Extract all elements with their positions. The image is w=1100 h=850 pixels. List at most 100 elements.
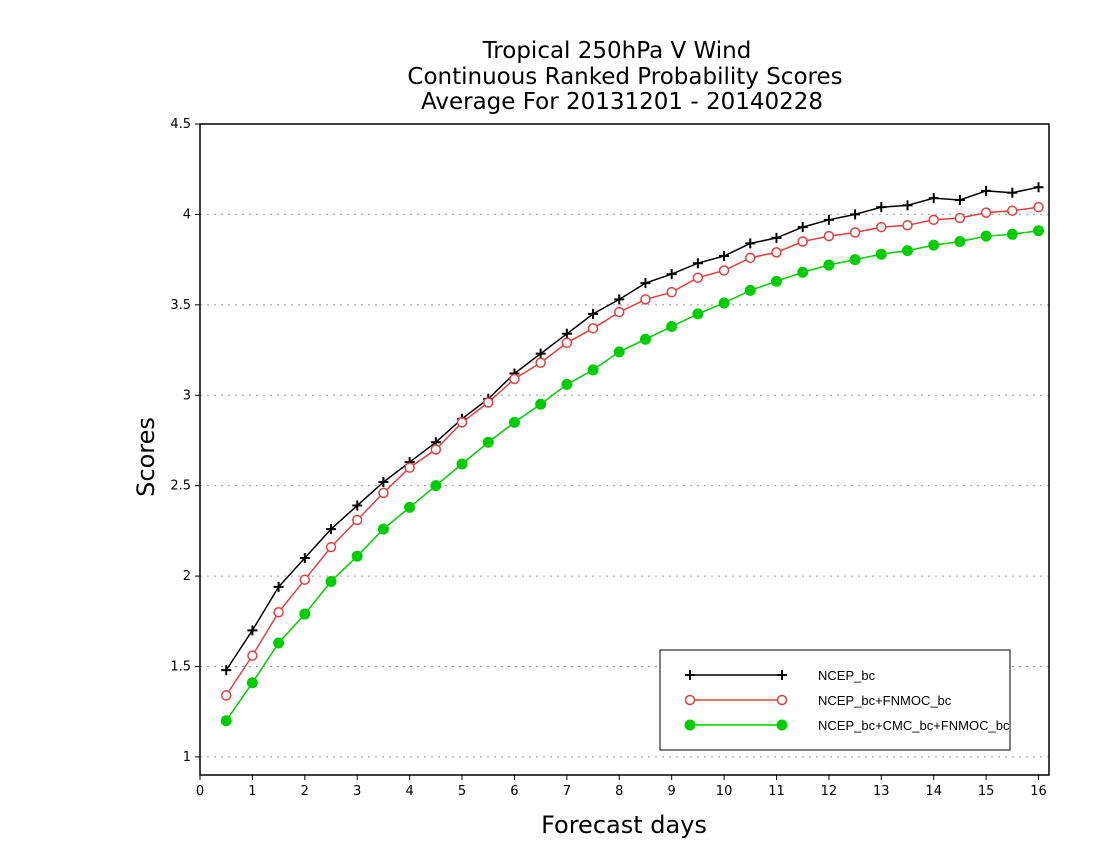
data-point [247, 625, 258, 636]
data-point [770, 275, 782, 287]
y-tick-label: 3 [183, 388, 191, 403]
data-point [535, 348, 546, 359]
data-point [954, 236, 966, 248]
y-tick-label: 1.5 [170, 660, 191, 675]
x-tick-label: 12 [821, 784, 838, 799]
data-point [614, 306, 625, 318]
data-point [430, 444, 442, 455]
series-line [225, 186, 1039, 671]
data-point [325, 576, 337, 588]
data-point [928, 239, 940, 251]
data-point [797, 236, 808, 247]
data-point [221, 665, 232, 676]
x-tick-label: 6 [510, 784, 518, 799]
series-2 [220, 201, 1044, 701]
x-tick-label: 13 [873, 784, 890, 799]
data-point [1033, 225, 1045, 237]
legend-label: NCEP_bc+FNMOC_bc [818, 693, 952, 708]
title-line-3: Average For 20131201 - 20140228 [421, 89, 823, 115]
x-tick-label: 10 [716, 784, 733, 799]
data-point [823, 259, 835, 271]
data-point [299, 553, 310, 563]
y-tick-label: 2 [183, 569, 191, 584]
data-point [823, 214, 834, 225]
data-point [378, 477, 389, 488]
data-point [482, 397, 494, 408]
legend-marker [684, 694, 696, 706]
data-point [482, 436, 494, 448]
data-point [378, 487, 389, 499]
x-tick-label: 2 [301, 784, 309, 799]
legend: NCEP_bc NCEP_bc+FNMOC_bc NCEP_bc+CMC_bc+FN… [659, 649, 1011, 751]
data-point [850, 209, 861, 220]
x-tick-label: 16 [1030, 784, 1047, 799]
data-point [876, 202, 887, 213]
data-point [849, 254, 861, 266]
data-point [377, 523, 389, 535]
x-tick-label: 1 [248, 784, 256, 799]
data-point [351, 550, 363, 562]
data-point [613, 346, 625, 358]
data-point [273, 581, 284, 592]
data-point [640, 294, 651, 305]
data-point [797, 222, 808, 233]
legend-marker [684, 719, 696, 731]
data-point [771, 247, 782, 258]
series-line [225, 206, 1039, 696]
data-point [273, 607, 284, 618]
data-point [744, 284, 756, 296]
data-point [666, 321, 678, 333]
data-point [1033, 182, 1044, 193]
legend-marker [776, 694, 788, 706]
x-tick-label: 4 [405, 784, 413, 799]
data-point [954, 212, 966, 224]
data-point [509, 373, 520, 385]
data-point [299, 574, 311, 585]
data-point [247, 650, 258, 661]
data-point [718, 265, 730, 276]
legend-label: NCEP_bc+CMC_bc+FNMOC_bc [818, 718, 1010, 733]
y-tick-label: 4 [183, 207, 191, 222]
data-point [928, 193, 939, 204]
data-point [876, 221, 887, 233]
x-tick-label: 8 [615, 784, 623, 799]
data-point [1007, 187, 1018, 198]
legend-marker [776, 719, 788, 731]
data-point [220, 690, 232, 701]
y-tick-label: 1 [183, 750, 191, 765]
data-point [902, 220, 913, 231]
data-point [535, 398, 547, 410]
data-point [456, 417, 468, 428]
data-point [535, 357, 546, 368]
x-tick-label: 15 [978, 784, 995, 799]
data-point [692, 258, 703, 269]
data-point [981, 185, 992, 196]
data-point [954, 194, 965, 205]
data-point [404, 462, 415, 473]
data-point [875, 248, 887, 260]
data-point [692, 272, 704, 283]
x-tick-label: 3 [353, 784, 361, 799]
data-series [220, 182, 1045, 727]
data-point [928, 214, 939, 226]
y-axis-title: Scores [132, 417, 160, 497]
data-point [719, 251, 730, 262]
data-point [351, 514, 363, 526]
data-point [1033, 201, 1044, 213]
data-point [587, 323, 599, 334]
legend-label: NCEP_bc [818, 668, 876, 683]
data-point [902, 200, 913, 211]
data-point [430, 480, 442, 492]
data-point [771, 232, 782, 243]
data-point [587, 364, 599, 376]
x-tick-label: 7 [563, 784, 571, 799]
data-point [561, 328, 572, 339]
chart-title: Tropical 250hPa V Wind Continuous Ranked… [407, 38, 842, 115]
legend-marker [777, 670, 787, 680]
data-point [849, 227, 861, 238]
data-point [561, 337, 573, 349]
x-axis-title: Forecast days [541, 811, 707, 839]
data-point [902, 245, 913, 257]
data-point [456, 458, 468, 470]
